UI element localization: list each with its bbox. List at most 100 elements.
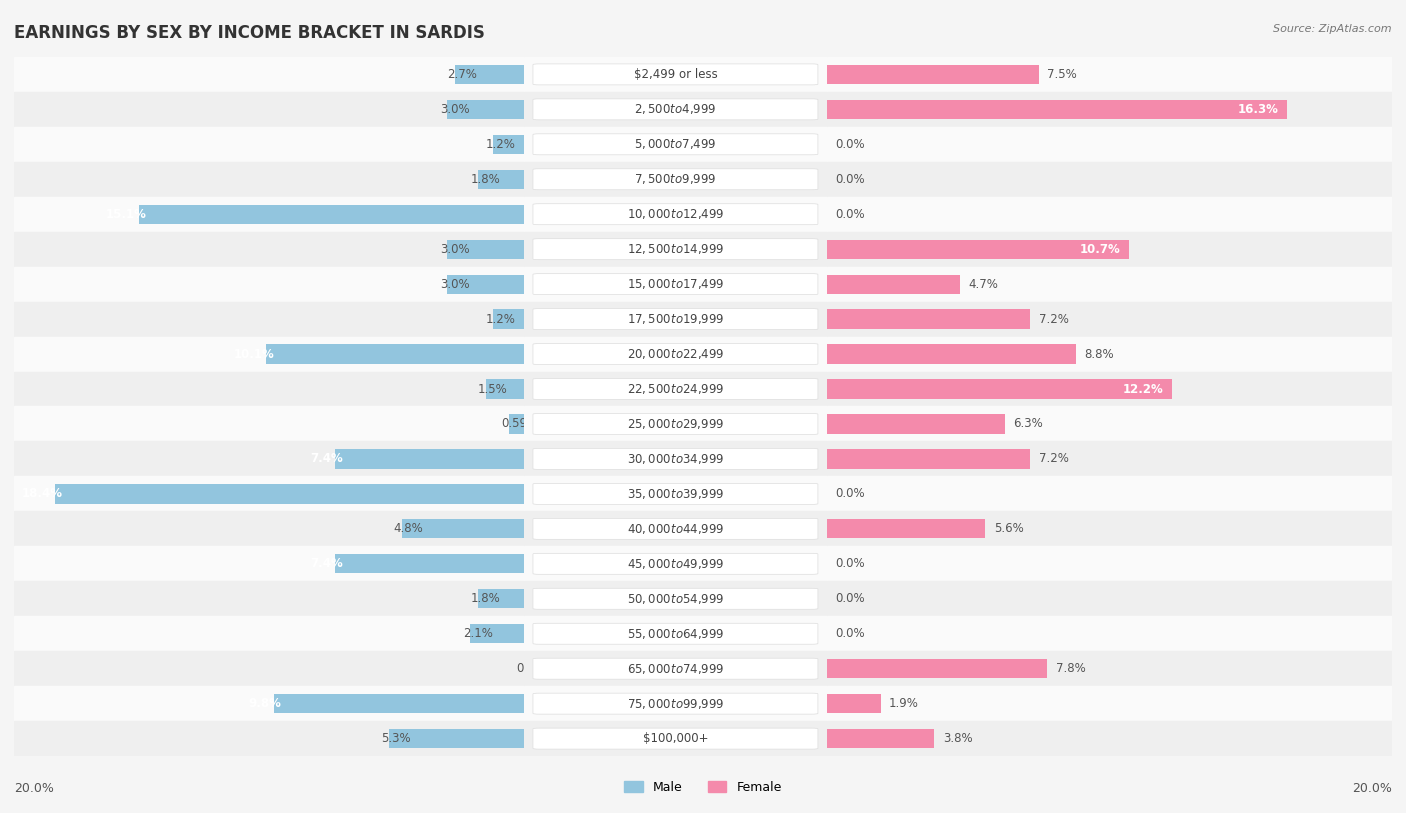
Text: 8.8%: 8.8% bbox=[1084, 348, 1114, 360]
FancyBboxPatch shape bbox=[533, 449, 818, 469]
Text: $10,000 to $12,499: $10,000 to $12,499 bbox=[627, 207, 724, 221]
Bar bbox=[14, 616, 524, 651]
Text: $50,000 to $54,999: $50,000 to $54,999 bbox=[627, 592, 724, 606]
Bar bbox=[447, 100, 524, 119]
Text: 4.7%: 4.7% bbox=[969, 278, 998, 290]
Bar bbox=[827, 57, 1392, 92]
Text: $5,000 to $7,499: $5,000 to $7,499 bbox=[634, 137, 717, 151]
Text: $7,500 to $9,999: $7,500 to $9,999 bbox=[634, 172, 717, 186]
Bar bbox=[14, 337, 524, 372]
Text: $75,000 to $99,999: $75,000 to $99,999 bbox=[627, 697, 724, 711]
Text: EARNINGS BY SEX BY INCOME BRACKET IN SARDIS: EARNINGS BY SEX BY INCOME BRACKET IN SAR… bbox=[14, 24, 485, 42]
Bar bbox=[274, 694, 524, 713]
Text: 0.0%: 0.0% bbox=[835, 558, 865, 570]
Bar bbox=[827, 100, 1288, 119]
FancyBboxPatch shape bbox=[533, 554, 818, 574]
Bar bbox=[266, 345, 524, 363]
Bar bbox=[14, 57, 524, 92]
Text: 7.5%: 7.5% bbox=[1047, 68, 1077, 80]
Text: 3.0%: 3.0% bbox=[440, 278, 470, 290]
Text: $25,000 to $29,999: $25,000 to $29,999 bbox=[627, 417, 724, 431]
FancyBboxPatch shape bbox=[533, 204, 818, 224]
Bar bbox=[827, 65, 1039, 84]
Bar bbox=[827, 380, 1171, 398]
FancyBboxPatch shape bbox=[533, 519, 818, 539]
Text: 7.2%: 7.2% bbox=[1039, 313, 1069, 325]
Text: 12.2%: 12.2% bbox=[1122, 383, 1163, 395]
Bar bbox=[14, 92, 524, 127]
Text: 2.7%: 2.7% bbox=[447, 68, 477, 80]
FancyBboxPatch shape bbox=[533, 484, 818, 504]
Text: 1.2%: 1.2% bbox=[485, 138, 516, 150]
Bar bbox=[14, 267, 524, 302]
Bar bbox=[827, 441, 1392, 476]
FancyBboxPatch shape bbox=[533, 728, 818, 749]
FancyBboxPatch shape bbox=[533, 99, 818, 120]
Bar bbox=[827, 406, 1392, 441]
Bar bbox=[524, 302, 827, 337]
FancyBboxPatch shape bbox=[533, 344, 818, 364]
Bar bbox=[494, 310, 524, 328]
Bar bbox=[478, 170, 524, 189]
Bar bbox=[827, 232, 1392, 267]
Bar bbox=[478, 589, 524, 608]
Bar bbox=[524, 441, 827, 476]
Bar bbox=[827, 721, 1392, 756]
Bar bbox=[447, 275, 524, 293]
Bar bbox=[827, 686, 1392, 721]
Bar bbox=[524, 721, 827, 756]
Text: 1.9%: 1.9% bbox=[889, 698, 920, 710]
Bar bbox=[14, 127, 524, 162]
Bar bbox=[524, 267, 827, 302]
FancyBboxPatch shape bbox=[533, 589, 818, 609]
Text: $55,000 to $64,999: $55,000 to $64,999 bbox=[627, 627, 724, 641]
Bar bbox=[827, 694, 880, 713]
Bar bbox=[827, 372, 1392, 406]
FancyBboxPatch shape bbox=[533, 309, 818, 329]
Bar bbox=[827, 310, 1031, 328]
Bar bbox=[14, 651, 524, 686]
Bar bbox=[402, 520, 524, 538]
Text: 2.1%: 2.1% bbox=[463, 628, 492, 640]
FancyBboxPatch shape bbox=[533, 169, 818, 189]
Text: 16.3%: 16.3% bbox=[1239, 103, 1279, 115]
Text: 3.8%: 3.8% bbox=[943, 733, 973, 745]
FancyBboxPatch shape bbox=[533, 379, 818, 399]
Text: 20.0%: 20.0% bbox=[14, 782, 53, 795]
Text: $15,000 to $17,499: $15,000 to $17,499 bbox=[627, 277, 724, 291]
Bar bbox=[14, 511, 524, 546]
Bar bbox=[827, 197, 1392, 232]
Bar bbox=[827, 729, 935, 748]
Bar bbox=[827, 267, 1392, 302]
Bar bbox=[335, 450, 524, 468]
Text: 7.8%: 7.8% bbox=[1056, 663, 1085, 675]
Text: 7.4%: 7.4% bbox=[311, 558, 343, 570]
Text: 1.8%: 1.8% bbox=[471, 173, 501, 185]
Bar bbox=[524, 616, 827, 651]
Bar bbox=[827, 415, 1005, 433]
FancyBboxPatch shape bbox=[533, 64, 818, 85]
Text: 0.0%: 0.0% bbox=[835, 593, 865, 605]
Bar bbox=[524, 686, 827, 721]
FancyBboxPatch shape bbox=[533, 693, 818, 714]
Bar bbox=[494, 135, 524, 154]
Text: $45,000 to $49,999: $45,000 to $49,999 bbox=[627, 557, 724, 571]
Text: 9.8%: 9.8% bbox=[249, 698, 281, 710]
Bar bbox=[471, 624, 524, 643]
Text: 1.2%: 1.2% bbox=[485, 313, 516, 325]
Bar bbox=[827, 162, 1392, 197]
Bar bbox=[14, 721, 524, 756]
Text: 10.7%: 10.7% bbox=[1080, 243, 1121, 255]
Bar bbox=[827, 127, 1392, 162]
Text: 7.2%: 7.2% bbox=[1039, 453, 1069, 465]
Text: 4.8%: 4.8% bbox=[394, 523, 423, 535]
Text: 5.3%: 5.3% bbox=[381, 733, 411, 745]
Text: $12,500 to $14,999: $12,500 to $14,999 bbox=[627, 242, 724, 256]
Bar bbox=[524, 57, 827, 92]
Bar bbox=[447, 240, 524, 259]
Bar bbox=[827, 581, 1392, 616]
Bar bbox=[827, 240, 1129, 259]
Bar bbox=[524, 406, 827, 441]
Bar bbox=[524, 197, 827, 232]
Bar bbox=[524, 511, 827, 546]
